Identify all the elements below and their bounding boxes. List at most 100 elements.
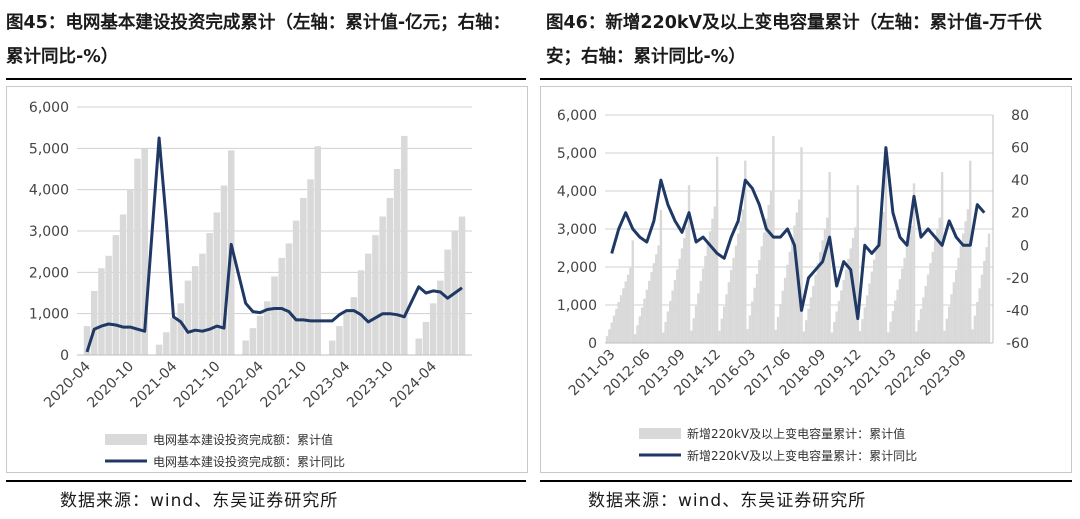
bar — [242, 340, 249, 355]
bar — [650, 272, 653, 343]
bar — [170, 317, 177, 355]
bar — [767, 204, 770, 343]
bar — [191, 266, 199, 355]
bottom-rule — [540, 480, 1072, 482]
x-tick-label: 2024-04 — [387, 358, 440, 411]
legend-label: 电网基本建设投资完成额：累计值 — [153, 432, 333, 447]
bar — [444, 249, 451, 355]
bar — [393, 169, 401, 355]
bar — [718, 330, 721, 343]
bar — [835, 311, 838, 343]
y2-tick-label: -40 — [1006, 303, 1029, 319]
bar — [610, 322, 613, 343]
bar — [713, 206, 717, 343]
bar — [673, 279, 677, 343]
x-tick-label: 2023-04 — [301, 358, 354, 411]
bar — [401, 135, 408, 355]
bar — [629, 267, 632, 343]
bar — [379, 216, 386, 355]
bar — [622, 288, 625, 343]
bar — [692, 318, 695, 343]
chart-frame: 0 1,000 2,000 3,000 4,000 5,000 6,000 -60 -40 -20… — [540, 86, 1072, 473]
bar — [889, 321, 892, 343]
bar — [307, 179, 314, 355]
chart-45: 01,0002,0003,0004,0005,0006,0002020-0420… — [29, 100, 472, 469]
bar — [868, 283, 871, 343]
bar — [285, 243, 293, 355]
bar — [879, 223, 883, 343]
bar — [901, 268, 904, 343]
bar — [730, 270, 733, 343]
bar — [676, 269, 679, 343]
bar — [155, 344, 163, 355]
y-tick-label: 0 — [588, 336, 597, 352]
bar — [861, 319, 864, 343]
bar — [962, 233, 965, 343]
bar — [786, 264, 789, 343]
y2-tick-label: 40 — [1011, 173, 1029, 189]
bar — [328, 340, 336, 355]
bar — [612, 315, 616, 343]
bar — [858, 331, 862, 343]
bar — [127, 189, 134, 355]
y-tick-label: 3,000 — [557, 222, 597, 238]
bar — [372, 235, 379, 355]
bar — [828, 172, 831, 343]
bar — [626, 274, 630, 343]
bar — [264, 301, 271, 355]
bar — [971, 329, 974, 343]
bar — [608, 329, 611, 343]
bar — [987, 233, 991, 343]
bar — [940, 172, 944, 343]
bar — [917, 320, 920, 343]
y-tick-label: 2,000 — [29, 265, 69, 281]
bar — [926, 274, 930, 343]
y-tick-label: 1,000 — [557, 298, 597, 314]
bar — [624, 281, 627, 343]
bar — [112, 235, 120, 355]
bar — [357, 270, 365, 355]
bar — [706, 243, 709, 343]
bar — [898, 279, 902, 343]
bar — [711, 218, 714, 343]
bar — [199, 253, 206, 355]
bar — [697, 293, 700, 343]
bar — [90, 290, 98, 355]
bar — [177, 303, 184, 355]
x-tick-label: 2022-10 — [257, 359, 310, 412]
y-tick-label: 6,000 — [29, 100, 69, 116]
bar — [762, 232, 766, 343]
y-tick-label: 2,000 — [557, 260, 597, 276]
bar — [910, 225, 913, 343]
y-tick-label: 5,000 — [557, 146, 597, 162]
bar — [636, 325, 639, 343]
bar — [343, 311, 350, 355]
bar — [664, 321, 667, 343]
bar — [722, 306, 726, 343]
bar — [758, 260, 761, 343]
bar — [640, 307, 644, 343]
bar — [422, 321, 430, 355]
bar — [976, 301, 979, 343]
y2-tick-label: 80 — [1011, 108, 1029, 124]
y2-tick-label: -60 — [1006, 336, 1029, 352]
bar — [781, 290, 784, 343]
bar — [807, 308, 810, 343]
y2-tick-label: 60 — [1011, 141, 1029, 157]
bar — [826, 217, 829, 343]
bar — [615, 308, 618, 343]
x-tick-label: 2020-10 — [84, 359, 137, 412]
bar — [933, 240, 937, 343]
bar — [619, 295, 623, 343]
bar — [725, 294, 728, 343]
bar — [699, 280, 702, 343]
bar — [908, 236, 911, 343]
bar — [744, 160, 747, 343]
bar — [737, 233, 740, 343]
bar — [271, 276, 278, 355]
bar — [802, 331, 806, 343]
x-tick-label: 2021-04 — [128, 358, 181, 411]
figure-45: 图45：电网基本建设投资完成累计（左轴：累计值-亿元；右轴：累计同比-%） 0 1… — [6, 13, 528, 511]
bar — [844, 269, 848, 343]
bar — [870, 271, 874, 343]
